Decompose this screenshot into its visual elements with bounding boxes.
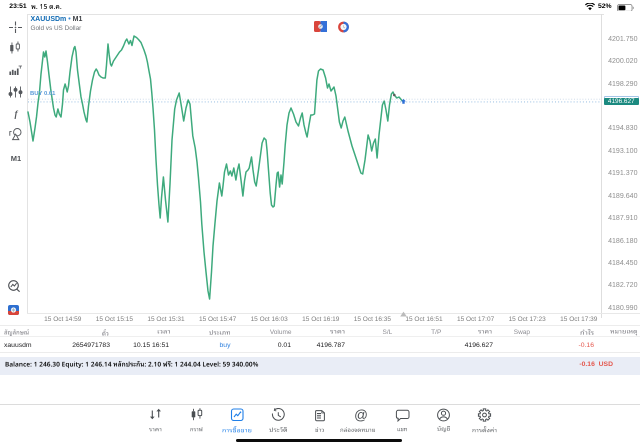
svg-text:@: @	[354, 408, 368, 422]
